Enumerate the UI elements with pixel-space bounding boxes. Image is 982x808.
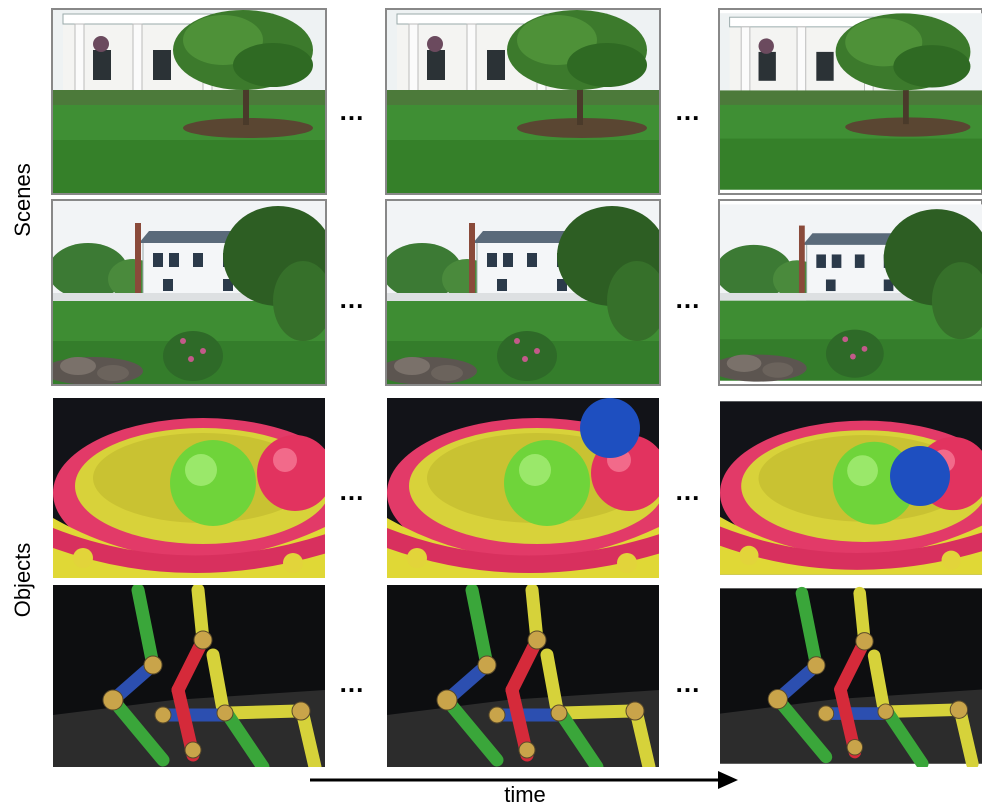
object-image bbox=[720, 588, 982, 763]
object-row-2 bbox=[53, 585, 982, 767]
scene-image bbox=[43, 201, 333, 385]
ellipsis: ... bbox=[340, 96, 365, 126]
figure: ... ... ... ... ... ... ... ... Scenes O… bbox=[0, 0, 982, 808]
ellipsis: ... bbox=[676, 476, 701, 506]
blue-ball bbox=[580, 398, 640, 458]
scene-image bbox=[720, 13, 982, 189]
object-image bbox=[387, 398, 687, 578]
ellipsis: ... bbox=[340, 284, 365, 314]
scene-image bbox=[377, 201, 667, 385]
scene-image bbox=[387, 10, 659, 193]
scene-row-1 bbox=[52, 9, 982, 194]
ellipsis: ... bbox=[340, 476, 365, 506]
ellipsis: ... bbox=[676, 96, 701, 126]
object-image bbox=[53, 585, 325, 767]
page-body: ... ... ... ... ... ... ... ... Scenes O… bbox=[0, 0, 982, 808]
scene-row-2 bbox=[43, 200, 982, 385]
object-row-1 bbox=[53, 398, 982, 578]
arrow-head bbox=[718, 771, 738, 789]
scene-image bbox=[53, 10, 325, 193]
page: Scenes and Objects over time {"row_group… bbox=[0, 0, 982, 808]
ellipsis: ... bbox=[676, 284, 701, 314]
row-label: Scenes bbox=[10, 163, 35, 236]
ellipsis: ... bbox=[676, 668, 701, 698]
object-image bbox=[387, 585, 659, 767]
row-label: Objects bbox=[10, 543, 35, 618]
blue-ball bbox=[890, 446, 950, 506]
scene-image bbox=[710, 204, 982, 381]
object-image bbox=[53, 398, 353, 578]
ellipsis: ... bbox=[340, 668, 365, 698]
axis-label: time bbox=[504, 782, 546, 807]
